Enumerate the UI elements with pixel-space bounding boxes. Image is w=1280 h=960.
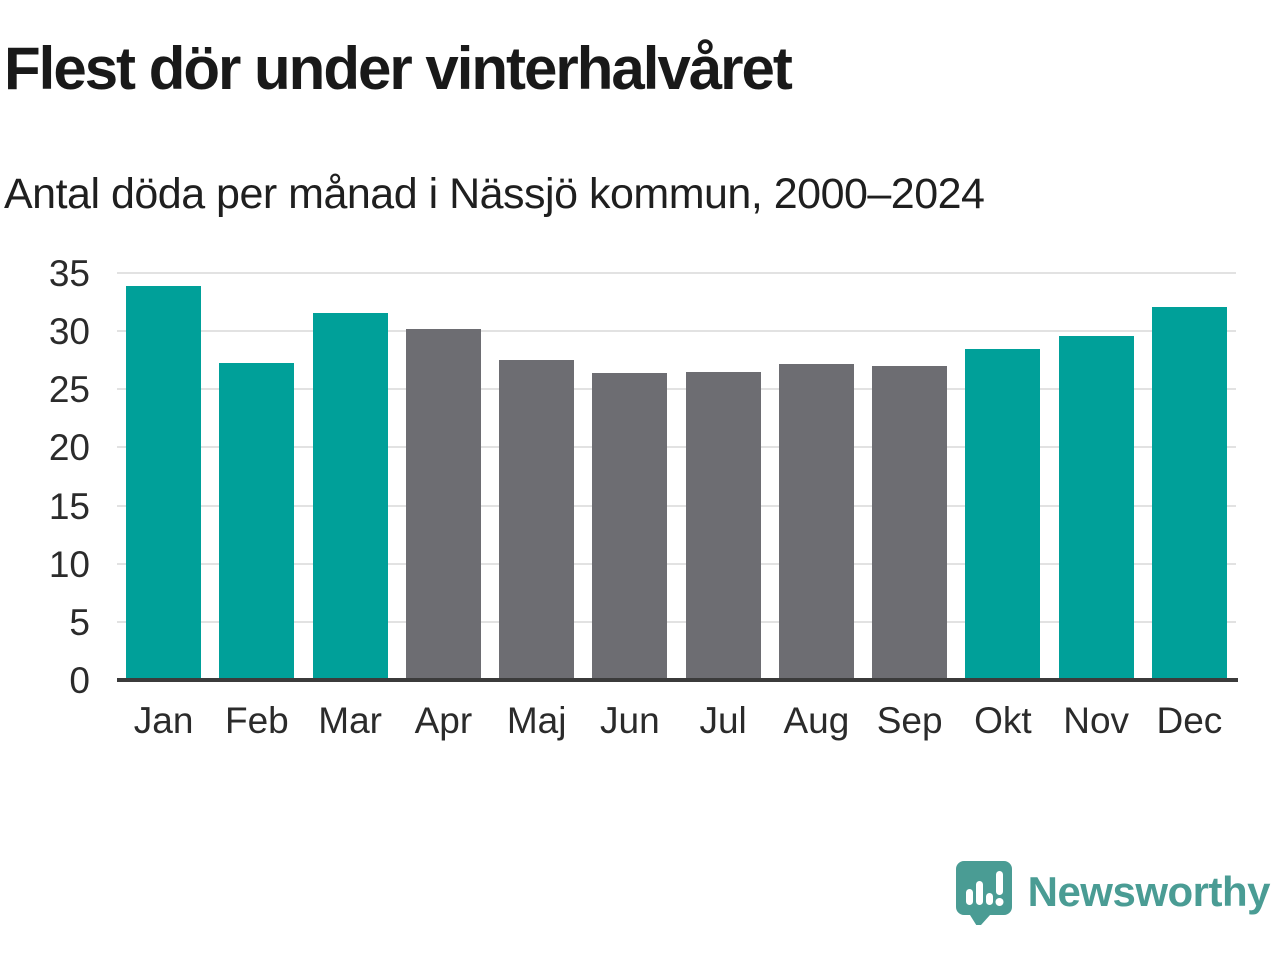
gridline-5 [117, 620, 1236, 623]
bar-sep [872, 366, 948, 680]
y-tick-label-30: 30 [48, 311, 90, 353]
bar-feb [219, 362, 295, 680]
y-tick-label-20: 20 [48, 427, 90, 469]
gridline-15 [117, 504, 1236, 507]
bar-maj [499, 360, 575, 680]
bar-apr [405, 328, 481, 680]
bar-dec [1151, 306, 1227, 680]
chart-title: Flest dör under vinterhalvåret [4, 35, 793, 102]
newsworthy-logo-text: Newsworthy [1027, 868, 1271, 915]
gridline-10 [117, 562, 1236, 565]
newsworthy-logo: Newsworthy [954, 859, 1271, 925]
x-tick-label-mar: Mar [318, 700, 382, 741]
chart-subtitle: Antal döda per månad i Nässjö kommun, 20… [4, 170, 985, 218]
x-tick-label-nov: Nov [1063, 700, 1130, 741]
y-tick-label-5: 5 [69, 601, 90, 643]
x-tick-label-dec: Dec [1156, 700, 1223, 741]
bar-chart-speech-bubble-icon [955, 861, 1012, 925]
bar-jan [126, 285, 202, 680]
bar-mar [312, 312, 388, 680]
x-tick-label-apr: Apr [414, 700, 473, 741]
gridline-35 [117, 272, 1236, 274]
bar-okt [965, 348, 1041, 680]
x-tick-label-jun: Jun [600, 700, 660, 741]
x-tick-label-feb: Feb [224, 700, 289, 741]
x-tick-label-jan: Jan [133, 700, 194, 741]
y-tick-label-35: 35 [48, 253, 90, 294]
y-tick-label-25: 25 [48, 369, 90, 411]
x-axis-line [117, 678, 1238, 682]
x-tick-label-okt: Okt [974, 700, 1032, 741]
gridline-30 [117, 330, 1236, 333]
bar-jun [592, 373, 668, 680]
bar-aug [778, 363, 854, 680]
plot-area [117, 272, 1236, 680]
y-tick-label-15: 15 [48, 485, 90, 527]
bar-jul [685, 371, 761, 680]
gridline-20 [117, 446, 1236, 449]
bar-nov [1058, 335, 1134, 680]
x-tick-label-jul: Jul [699, 700, 747, 741]
x-tick-label-maj: Maj [506, 700, 567, 741]
x-tick-label-sep: Sep [876, 700, 943, 741]
y-tick-label-0: 0 [69, 660, 90, 701]
x-tick-label-aug: Aug [783, 700, 850, 741]
gridline-25 [117, 388, 1236, 391]
y-tick-label-10: 10 [48, 543, 90, 585]
